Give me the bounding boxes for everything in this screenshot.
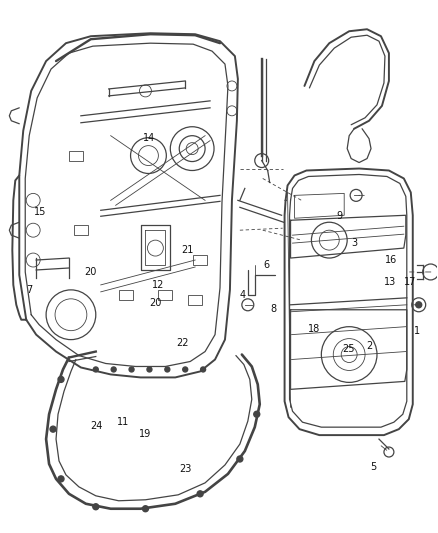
Text: 4: 4 [240, 289, 246, 300]
Circle shape [183, 367, 188, 372]
Text: 5: 5 [371, 462, 377, 472]
Text: 20: 20 [150, 297, 162, 308]
Text: 21: 21 [181, 245, 194, 255]
Text: 25: 25 [343, 344, 355, 354]
Text: 19: 19 [139, 429, 151, 439]
Bar [159, 290, 172, 300]
Circle shape [93, 367, 98, 372]
Circle shape [50, 426, 56, 432]
Circle shape [58, 376, 64, 382]
Text: 8: 8 [270, 304, 276, 314]
Text: 11: 11 [117, 417, 129, 427]
Circle shape [416, 302, 422, 308]
Bar [74, 225, 88, 235]
Circle shape [165, 367, 170, 372]
Text: 1: 1 [414, 326, 420, 336]
Text: 15: 15 [34, 207, 47, 217]
Text: 7: 7 [27, 285, 33, 295]
Bar [119, 290, 133, 300]
Bar [69, 151, 83, 160]
Text: 23: 23 [179, 464, 191, 474]
Circle shape [142, 506, 148, 512]
Text: 22: 22 [176, 338, 188, 349]
Circle shape [197, 491, 203, 497]
Text: 9: 9 [336, 211, 342, 221]
Bar [188, 295, 202, 305]
Text: 20: 20 [85, 267, 97, 277]
Text: 2: 2 [366, 341, 372, 351]
Circle shape [201, 367, 205, 372]
Circle shape [129, 367, 134, 372]
Circle shape [93, 504, 99, 510]
Text: 14: 14 [143, 133, 155, 143]
Circle shape [111, 367, 116, 372]
Circle shape [58, 476, 64, 482]
Text: 13: 13 [384, 277, 396, 287]
Circle shape [254, 411, 260, 417]
Text: 6: 6 [264, 261, 270, 270]
Text: 16: 16 [385, 255, 397, 265]
Circle shape [147, 367, 152, 372]
Text: 24: 24 [90, 421, 102, 431]
Bar [193, 255, 207, 265]
Text: 18: 18 [308, 324, 320, 334]
Text: 12: 12 [152, 280, 164, 290]
Text: 3: 3 [351, 238, 357, 248]
Circle shape [237, 456, 243, 462]
Text: 17: 17 [404, 277, 417, 287]
